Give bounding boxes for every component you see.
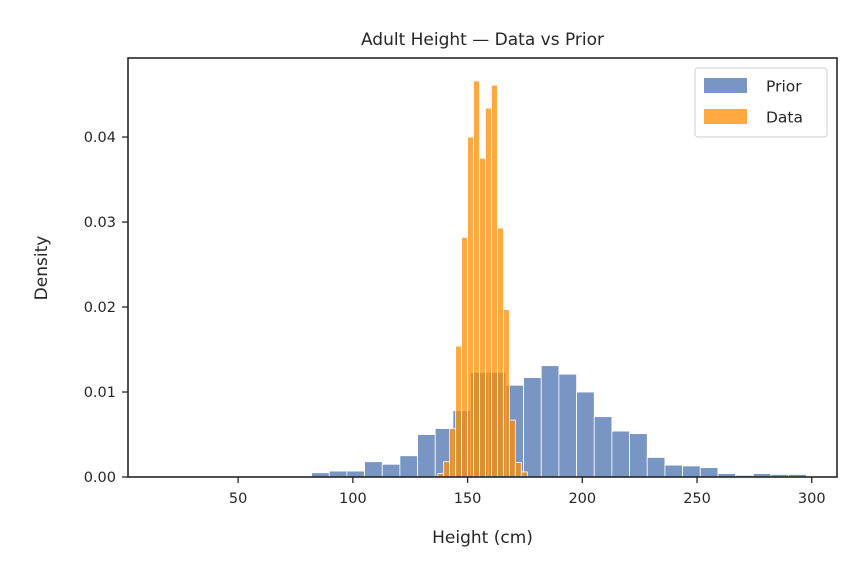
- data-bar-12: [508, 419, 516, 478]
- prior-bar-4: [381, 463, 401, 478]
- data-bar-8: [485, 107, 492, 478]
- x-tick-label: 250: [683, 491, 711, 507]
- y-tick-label: 0.03: [84, 215, 116, 231]
- prior-bar-20: [664, 464, 683, 478]
- y-tick-label: 0.02: [84, 300, 116, 316]
- data-bar-9: [491, 84, 498, 478]
- y-axis-label: Density: [32, 236, 52, 301]
- prior-bar-21: [682, 465, 701, 478]
- data-bar-5: [467, 136, 474, 478]
- y-tick-label: 0.00: [84, 470, 116, 486]
- x-tick-label: 150: [454, 491, 482, 507]
- legend-prior-label: Prior: [766, 78, 802, 96]
- data-bar-7: [479, 157, 486, 478]
- prior-bar-17: [611, 430, 630, 478]
- data-bar-13: [514, 462, 522, 478]
- prior-bar-16: [593, 416, 613, 478]
- prior-bar-3: [364, 461, 383, 478]
- prior-bar-14: [558, 373, 577, 478]
- legend-prior-swatch: [704, 78, 747, 93]
- prior-bar-18: [629, 433, 648, 478]
- legend-data-swatch: [704, 109, 747, 124]
- data-bar-10: [497, 227, 504, 478]
- x-tick-label: 300: [798, 491, 826, 507]
- prior-bar-12: [523, 377, 542, 478]
- prior-bar-1: [328, 470, 348, 478]
- prior-bar-5: [399, 455, 418, 478]
- legend-data-label: Data: [766, 109, 803, 127]
- prior-bar-22: [699, 467, 719, 478]
- x-axis-label: Height (cm): [432, 528, 533, 548]
- chart-title: Adult Height — Data vs Prior: [361, 30, 604, 50]
- axis-ticks: 50 100 150 200 250 300 0.00 0.01 0.02 0.03 0.04: [84, 130, 826, 507]
- x-tick-label: 50: [229, 491, 247, 507]
- data-bar-4: [461, 236, 468, 478]
- x-tick-label: 100: [339, 491, 367, 507]
- x-tick-label: 200: [568, 491, 596, 507]
- prior-bar-2: [346, 470, 365, 478]
- prior-bar-13: [540, 365, 560, 478]
- data-bar-2: [449, 428, 457, 478]
- prior-bar-6: [417, 434, 436, 478]
- y-tick-label: 0.04: [84, 130, 116, 146]
- data-bar-3: [455, 345, 463, 478]
- data-bar-1: [443, 461, 451, 478]
- legend: Prior Data: [694, 67, 828, 138]
- prior-bar-19: [646, 457, 666, 478]
- data-series-bars: [437, 80, 528, 478]
- prior-bar-15: [576, 391, 595, 478]
- plot-frame: [127, 57, 838, 478]
- y-tick-label: 0.01: [84, 385, 116, 401]
- data-bar-6: [473, 80, 480, 478]
- data-bar-11: [502, 309, 510, 478]
